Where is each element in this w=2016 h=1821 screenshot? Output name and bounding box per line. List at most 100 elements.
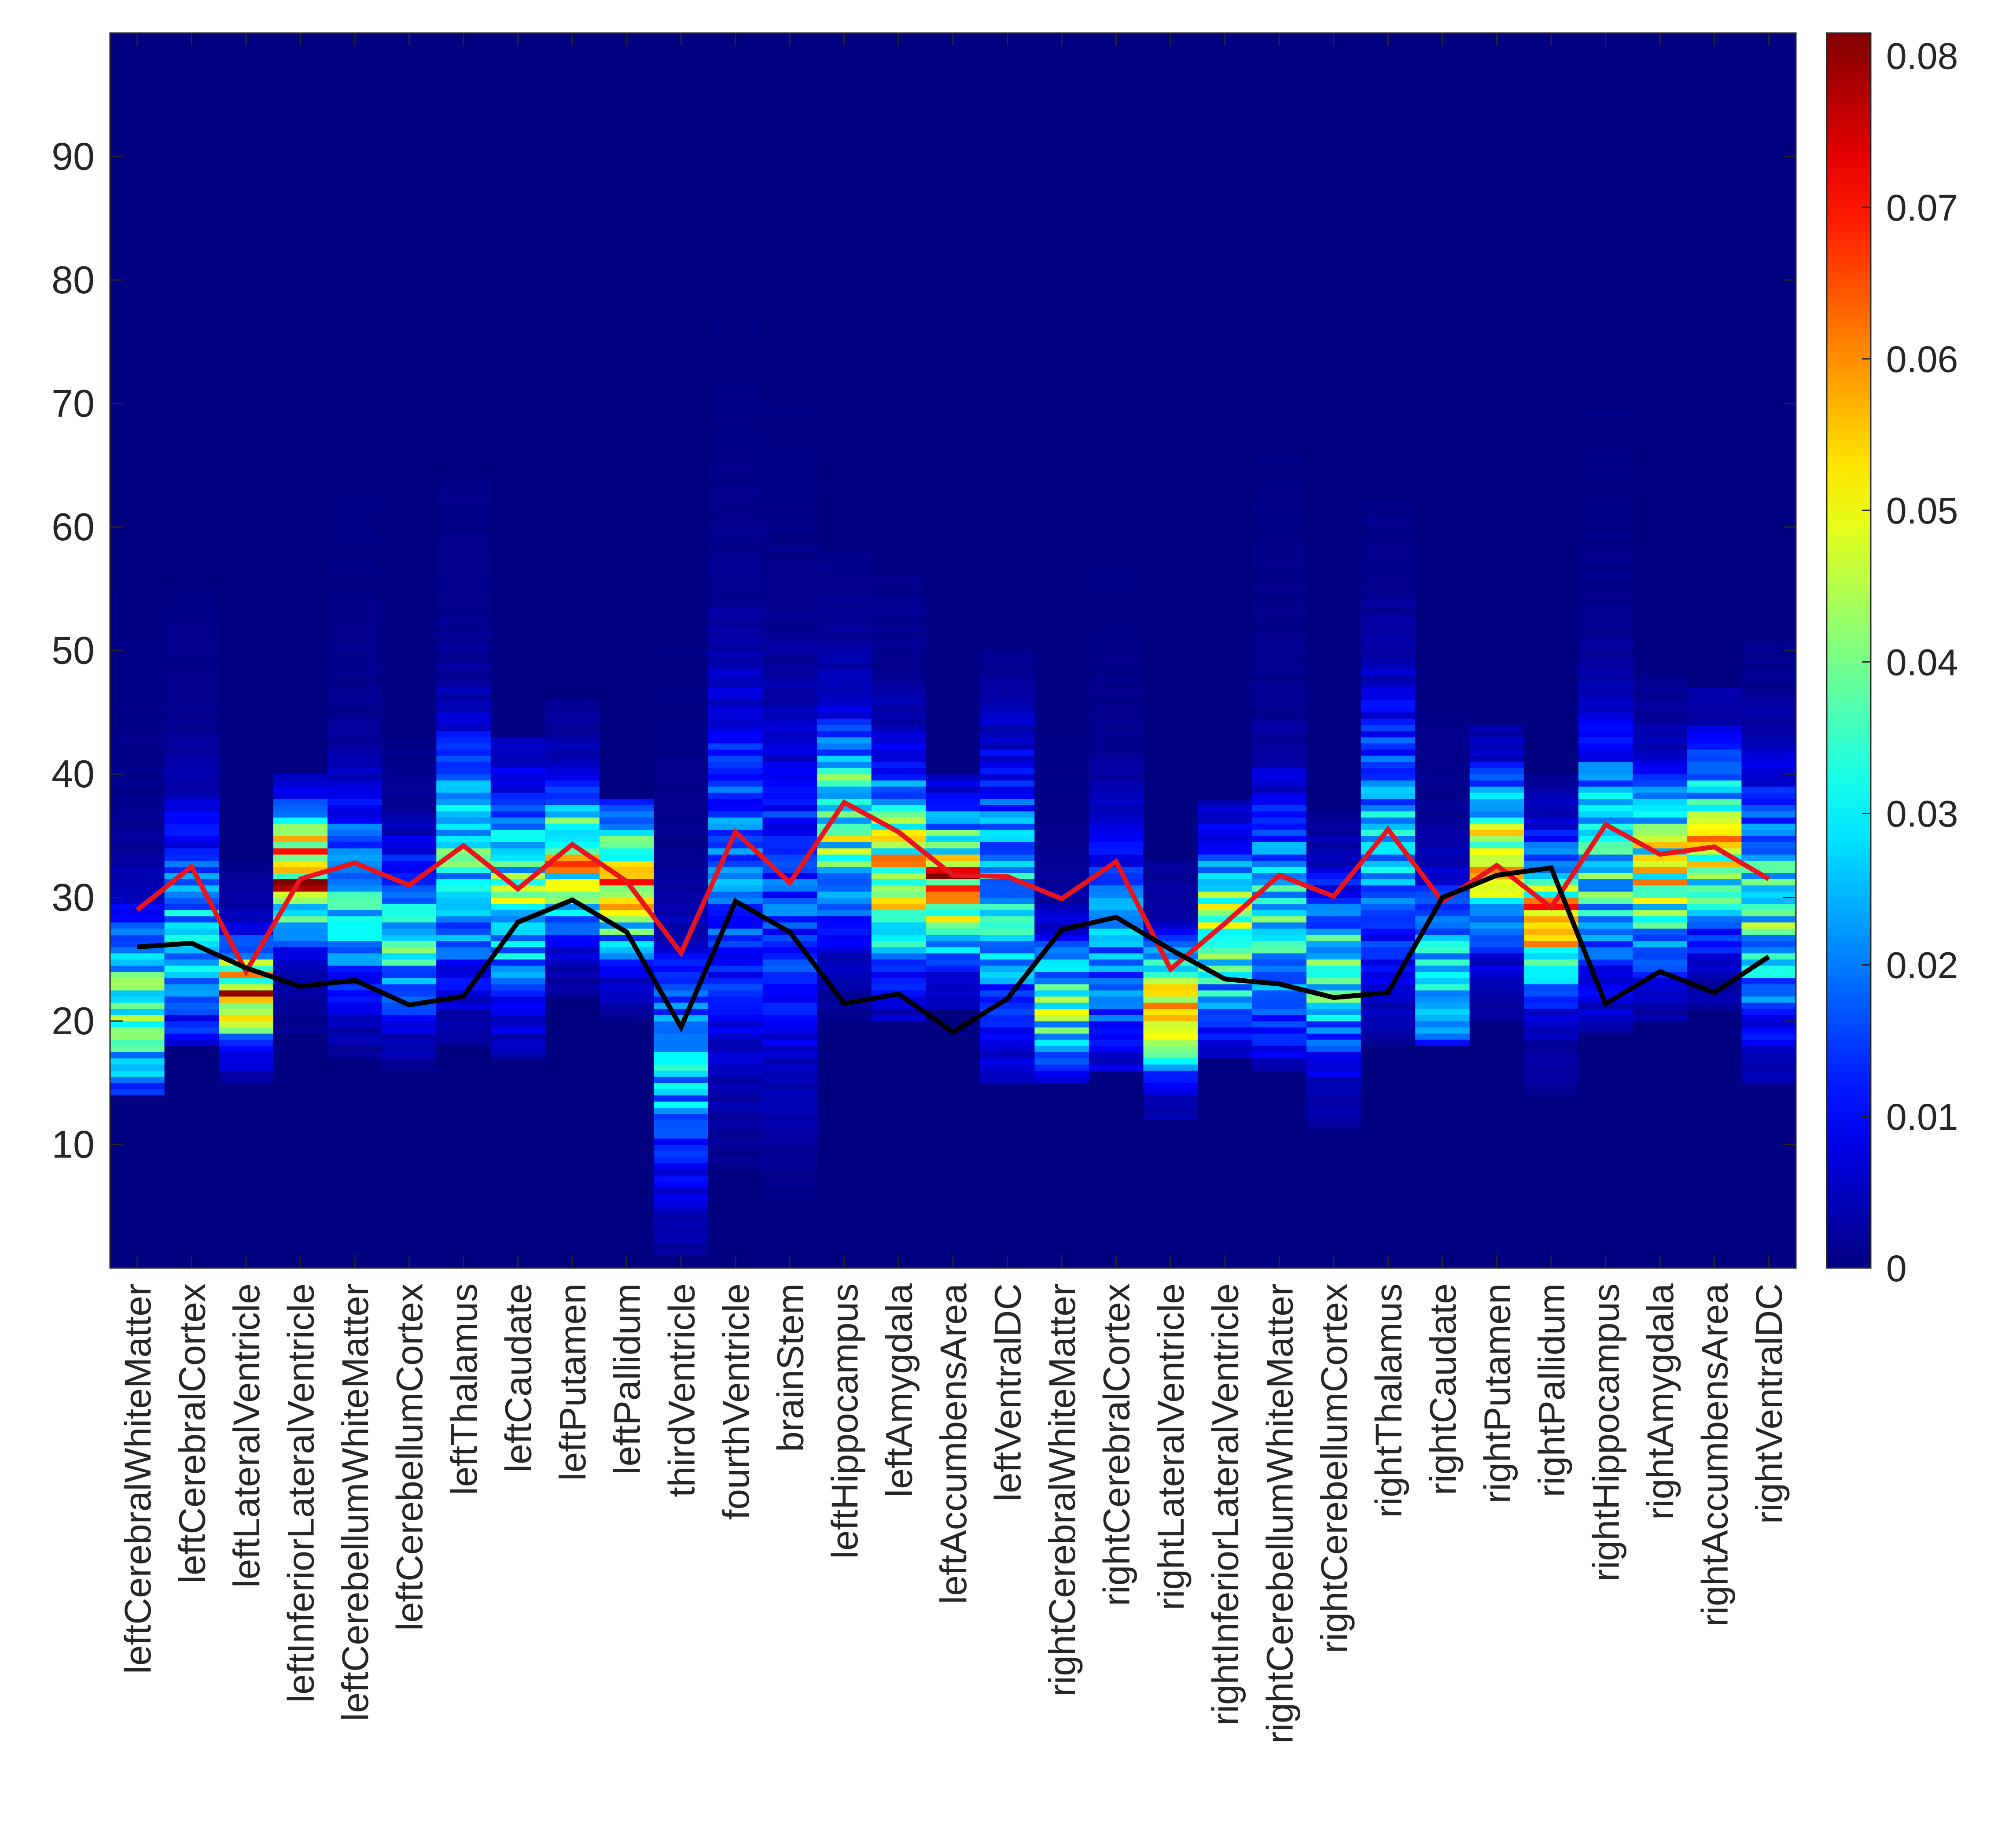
- heatmap-cell: [871, 669, 926, 676]
- heatmap-cell: [654, 724, 709, 731]
- heatmap-cell: [1415, 817, 1470, 824]
- heatmap-cell: [926, 854, 980, 861]
- heatmap-cell: [110, 922, 165, 929]
- heatmap-cell: [1578, 465, 1633, 472]
- heatmap-cell: [654, 1218, 709, 1225]
- heatmap-cell: [490, 854, 545, 861]
- heatmap-cell: [164, 885, 219, 892]
- heatmap-cell: [599, 823, 654, 830]
- heatmap-cell: [1252, 520, 1307, 527]
- heatmap-cell: [1306, 1002, 1361, 1009]
- heatmap-cell: [1143, 1033, 1198, 1040]
- heatmap-cell: [980, 675, 1035, 682]
- heatmap-cell: [980, 1027, 1035, 1034]
- heatmap-cell: [1197, 910, 1252, 917]
- heatmap-cell: [1741, 1046, 1796, 1052]
- heatmap-cell: [110, 669, 165, 676]
- heatmap-cell: [762, 1014, 817, 1021]
- heatmap-cell: [1524, 860, 1578, 867]
- heatmap-cell: [545, 811, 600, 818]
- heatmap-cell: [1633, 928, 1687, 935]
- heatmap-cell: [871, 897, 926, 904]
- heatmap-cell: [1143, 873, 1198, 880]
- heatmap-cell: [219, 1070, 273, 1077]
- heatmap-cell: [1524, 1021, 1578, 1028]
- heatmap-cell: [327, 453, 382, 460]
- heatmap-cell: [708, 848, 763, 855]
- heatmap-cell: [436, 1008, 491, 1015]
- heatmap-cell: [1578, 564, 1633, 571]
- heatmap-cell: [490, 767, 545, 774]
- heatmap-cell: [490, 848, 545, 855]
- heatmap-cell: [490, 977, 545, 984]
- heatmap-column-rightCerebellumCortex: [1306, 811, 1361, 1133]
- heatmap-cell: [1089, 971, 1144, 978]
- heatmap-cell: [1034, 799, 1089, 805]
- heatmap-cell: [654, 1243, 709, 1250]
- heatmap-cell: [1089, 842, 1144, 848]
- heatmap-cell: [1306, 1126, 1361, 1133]
- heatmap-cell: [817, 724, 872, 731]
- heatmap-cell: [1306, 879, 1361, 886]
- heatmap-cell: [654, 626, 709, 633]
- heatmap-cell: [762, 619, 817, 627]
- heatmap-cell: [490, 959, 545, 966]
- heatmap-cell: [762, 589, 817, 595]
- heatmap-cell: [708, 706, 763, 713]
- heatmap-cell: [1197, 940, 1252, 947]
- x-tick-label: rightCerebellumCortex: [1313, 1283, 1355, 1653]
- heatmap-cell: [164, 823, 219, 830]
- heatmap-cell: [871, 601, 926, 608]
- heatmap-cell: [1143, 1040, 1198, 1046]
- heatmap-cell: [708, 817, 763, 824]
- heatmap-cell: [1252, 836, 1307, 842]
- heatmap-cell: [980, 866, 1035, 874]
- heatmap-cell: [980, 1058, 1035, 1065]
- heatmap-cell: [980, 1070, 1035, 1077]
- heatmap-cell: [708, 1138, 763, 1145]
- heatmap-cell: [490, 842, 545, 848]
- heatmap-cell: [164, 811, 219, 818]
- heatmap-cell: [1197, 1040, 1252, 1046]
- heatmap-cell: [1415, 805, 1470, 811]
- heatmap-cell: [1252, 1046, 1307, 1052]
- heatmap-cell: [762, 1095, 817, 1102]
- heatmap-cell: [219, 866, 273, 874]
- heatmap-cell: [1306, 866, 1361, 874]
- heatmap-cell: [762, 607, 817, 614]
- heatmap-cell: [1524, 793, 1578, 799]
- heatmap-cell: [762, 403, 817, 410]
- heatmap-cell: [708, 724, 763, 731]
- heatmap-cell: [164, 589, 219, 595]
- heatmap-cell: [327, 656, 382, 664]
- heatmap-cell: [1306, 1033, 1361, 1040]
- heatmap-cell: [327, 1014, 382, 1021]
- heatmap-cell: [1469, 743, 1524, 750]
- heatmap-cell: [654, 675, 709, 682]
- heatmap-cell: [1034, 866, 1089, 874]
- heatmap-cell: [545, 848, 600, 855]
- heatmap-cell: [1415, 916, 1470, 923]
- heatmap-cell: [327, 428, 382, 435]
- heatmap-cell: [871, 595, 926, 601]
- heatmap-cell: [1633, 879, 1687, 886]
- heatmap-cell: [1633, 811, 1687, 818]
- heatmap-cell: [1687, 928, 1742, 935]
- heatmap-cell: [1306, 947, 1361, 954]
- heatmap-cell: [654, 774, 709, 781]
- heatmap-cell: [436, 811, 491, 818]
- colorbar: [1827, 33, 1871, 1268]
- heatmap-cell: [1687, 737, 1742, 744]
- heatmap-cell: [1361, 533, 1416, 540]
- heatmap-cell: [1578, 737, 1633, 744]
- heatmap-cell: [1633, 799, 1687, 805]
- heatmap-cell: [762, 767, 817, 774]
- heatmap-cell: [1252, 805, 1307, 811]
- heatmap-cell: [871, 836, 926, 842]
- heatmap-cell: [708, 669, 763, 676]
- heatmap-cell: [1687, 730, 1742, 737]
- heatmap-cell: [1361, 576, 1416, 583]
- heatmap-cell: [1089, 786, 1144, 793]
- heatmap-cell: [545, 836, 600, 842]
- heatmap-cell: [980, 767, 1035, 774]
